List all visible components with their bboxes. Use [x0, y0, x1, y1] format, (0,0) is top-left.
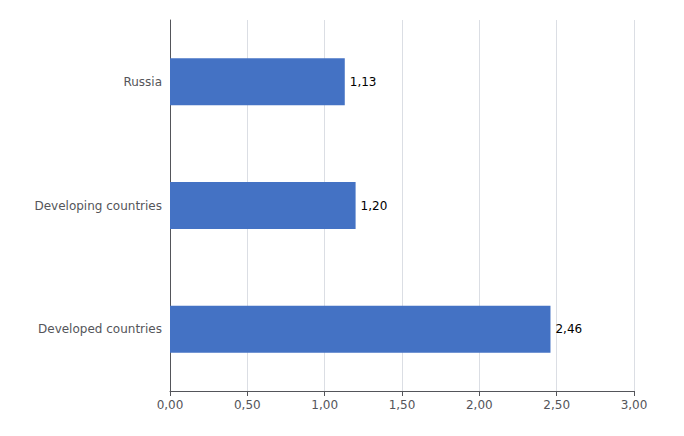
svg-text:1,20: 1,20	[361, 199, 388, 213]
svg-text:2,00: 2,00	[466, 398, 493, 412]
svg-text:Russia: Russia	[123, 75, 162, 89]
svg-text:2,50: 2,50	[543, 398, 570, 412]
svg-text:Developed countries: Developed countries	[38, 322, 162, 336]
svg-text:2,46: 2,46	[555, 322, 582, 336]
svg-text:1,13: 1,13	[350, 75, 377, 89]
svg-text:3,00: 3,00	[621, 398, 648, 412]
svg-text:0,00: 0,00	[157, 398, 184, 412]
svg-text:1,00: 1,00	[311, 398, 338, 412]
svg-text:1,50: 1,50	[389, 398, 416, 412]
svg-text:Developing countries: Developing countries	[34, 199, 162, 213]
svg-text:0,50: 0,50	[234, 398, 261, 412]
